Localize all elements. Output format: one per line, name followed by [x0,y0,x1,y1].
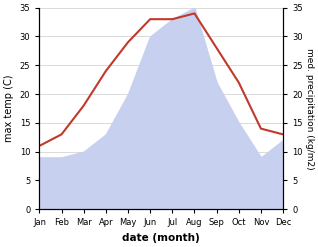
Y-axis label: max temp (C): max temp (C) [4,75,14,142]
Y-axis label: med. precipitation (kg/m2): med. precipitation (kg/m2) [305,48,314,169]
X-axis label: date (month): date (month) [122,233,200,243]
